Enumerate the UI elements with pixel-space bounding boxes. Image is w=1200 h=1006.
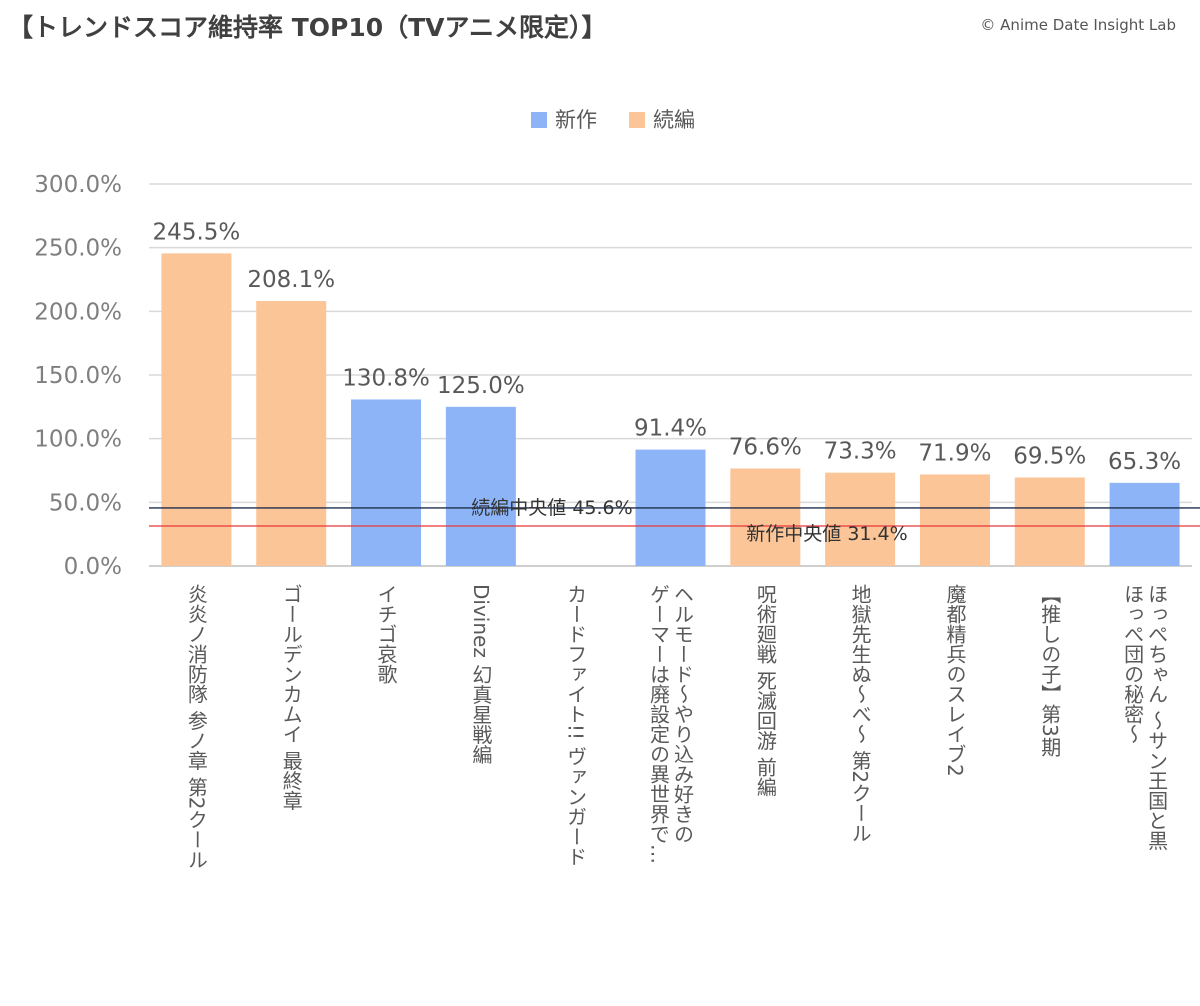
y-tick-label: 200.0%	[34, 299, 122, 325]
x-tick-label: ほっぺちゃん ～サン王国と黒 ほっぺ団の秘密～	[1120, 584, 1169, 851]
y-tick-label: 150.0%	[34, 363, 122, 389]
data-label: 69.5%	[1013, 444, 1086, 470]
credit-text: © Anime Date Insight Lab	[980, 16, 1176, 34]
x-tick-label: 【推しの子】第3期	[1037, 584, 1062, 757]
data-label: 65.3%	[1108, 449, 1181, 475]
x-tick-label: 地獄先生ぬ～べ～ 第2クール	[848, 584, 873, 844]
reference-line-label: 続編中央値 45.6%	[471, 497, 632, 519]
x-tick-label: 炎炎ノ消防隊 参ノ章 第2クール	[184, 584, 209, 870]
reference-line-label: 新作中央値 31.4%	[746, 523, 907, 545]
x-tick-label: Divinez 幻真星戦編	[468, 584, 493, 765]
y-tick-label: 250.0%	[34, 236, 122, 262]
legend-swatch	[531, 112, 547, 128]
y-tick-label: 300.0%	[34, 172, 122, 198]
bar	[1109, 482, 1180, 566]
x-tick-label: ヘルモード～やり込み好きの ゲーマーは廃設定の異世界で…	[646, 584, 695, 864]
legend-label: 続編	[653, 108, 695, 132]
bar	[919, 474, 990, 566]
bar	[445, 406, 516, 566]
y-tick-label: 100.0%	[34, 427, 122, 453]
data-label: 91.4%	[634, 416, 707, 442]
y-tick-label: 0.0%	[64, 554, 122, 580]
data-label: 125.0%	[437, 373, 525, 399]
data-label: 76.6%	[729, 434, 802, 460]
data-label: 130.8%	[342, 365, 430, 391]
x-tick-label: イチゴ哀歌	[374, 584, 399, 684]
bar	[351, 399, 422, 566]
bar	[730, 468, 801, 566]
bar	[256, 301, 327, 566]
x-tick-label: ゴールデンカムイ 最終章	[279, 584, 304, 811]
x-tick-label: カードファイト!! ヴァンガード	[563, 584, 588, 867]
data-label: 73.3%	[824, 439, 897, 465]
data-label: 71.9%	[918, 440, 991, 466]
bar	[161, 253, 232, 566]
bar	[825, 472, 896, 566]
data-label: 245.5%	[153, 219, 241, 245]
chart-title: 【トレンドスコア維持率 TOP10（TVアニメ限定）】	[8, 13, 607, 42]
x-tick-label: 魔都精兵のスレイブ2	[942, 584, 967, 777]
legend-swatch	[629, 112, 645, 128]
bar	[1014, 477, 1085, 566]
x-tick-label: 呪術廻戦 死滅回游 前編	[753, 584, 778, 797]
data-label: 208.1%	[247, 267, 335, 293]
y-tick-label: 50.0%	[49, 490, 122, 516]
legend-label: 新作	[555, 108, 597, 132]
